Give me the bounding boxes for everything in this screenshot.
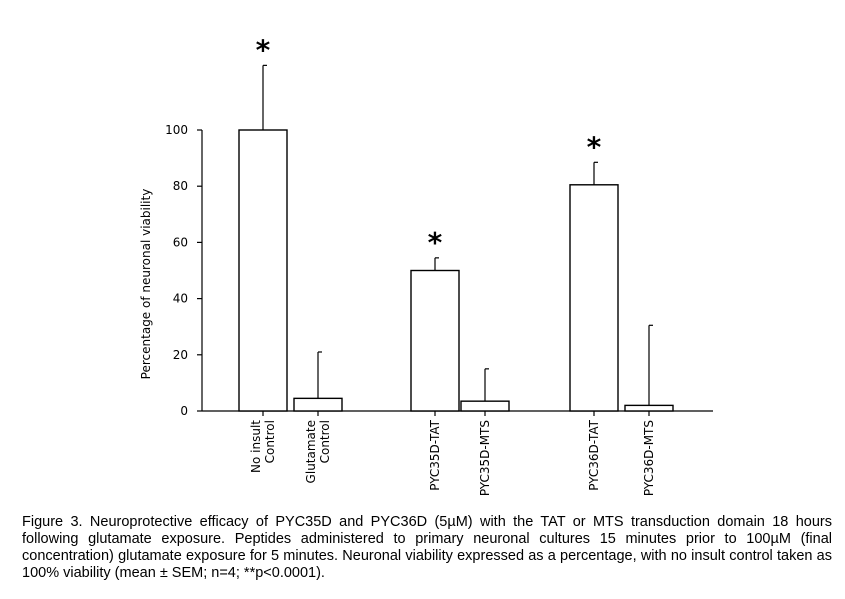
chart-marks: * * * [238,33,674,412]
bar [460,400,510,412]
category-label: PYC35D-TAT [428,419,442,490]
category-label: PYC35D-MTS [478,420,492,496]
y-tick-label: 80 [173,179,188,193]
bar [293,397,343,412]
y-tick-label: 20 [173,348,188,362]
significance-marker: * [428,226,443,259]
figure-caption: Figure 3. Neuroprotective efficacy of PY… [22,514,832,581]
category-label: Control [318,420,332,463]
category-labels: No insult Control Glutamate Control PYC35D-T… [249,419,656,496]
y-axis-label: Percentage of neuronal viability [139,189,153,380]
category-label: No insult [249,420,263,473]
bar [238,129,288,412]
category-label: Glutamate [304,420,318,483]
y-tick-label: 0 [180,404,188,418]
significance-marker: * [256,33,271,66]
category-label: PYC36D-MTS [642,420,656,496]
y-tick-label: 100 [165,123,188,137]
category-label: Control [263,420,277,463]
bar [410,269,460,412]
category-label: PYC36D-TAT [587,419,601,490]
y-tick-label: 40 [173,292,188,306]
bar [569,184,619,412]
bar [624,404,674,412]
significance-marker: * [587,130,602,163]
y-tick-label: 60 [173,235,188,249]
